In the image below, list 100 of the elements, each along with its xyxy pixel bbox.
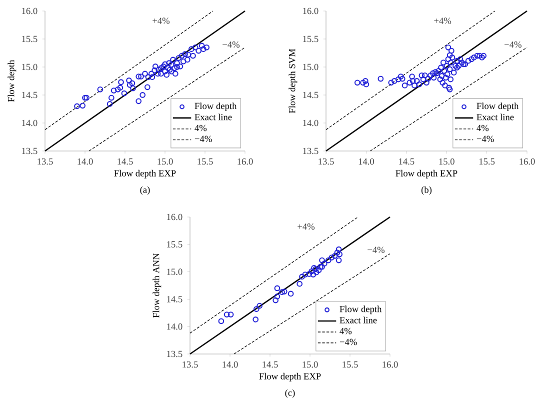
y-axis-title: Flow depth SVM: [288, 48, 298, 114]
legend-label: 4%: [194, 124, 207, 132]
annotation: +4%: [434, 18, 452, 24]
x-axis-title: Flow depth EXP: [114, 170, 176, 178]
x-tick-label: 14.5: [399, 158, 414, 165]
point: [174, 60, 180, 66]
y-tick-label: 15.0: [303, 64, 318, 70]
point: [336, 246, 342, 252]
x-tick-label: 14.0: [358, 158, 374, 165]
y-tick-label: 14.0: [167, 323, 182, 330]
point: [126, 78, 132, 84]
legend-label: −4%: [194, 136, 212, 142]
text: (b): [421, 186, 432, 195]
y-axis-title: Flow depth: [8, 60, 16, 102]
point: [325, 257, 332, 264]
point: [154, 70, 161, 77]
point: [176, 55, 182, 61]
point: [142, 70, 148, 77]
legend-label: Flow depth: [340, 306, 382, 314]
point: [140, 92, 146, 98]
point: [118, 79, 124, 86]
point: [108, 94, 114, 101]
x-tick-label: 14.5: [262, 361, 278, 368]
y-tick-label: 16.0: [22, 8, 38, 14]
y-tick-label: 14.5: [22, 92, 38, 98]
point: [198, 42, 205, 49]
point: [334, 250, 340, 256]
point: [253, 306, 260, 312]
point: [164, 72, 170, 78]
point: [302, 272, 308, 278]
point: [138, 74, 144, 80]
point: [310, 272, 316, 278]
legend-label: Exact line: [194, 114, 232, 120]
x-tick-label: 14.0: [222, 361, 238, 368]
x-tick-label: 15.0: [439, 158, 454, 165]
point: [126, 82, 133, 88]
x-axis-title: Flow depth EXP: [259, 372, 321, 382]
x-tick-label: 14.0: [78, 158, 93, 165]
point: [182, 51, 188, 58]
point: [84, 94, 90, 101]
point: [328, 254, 335, 260]
point: [117, 84, 124, 91]
point: [256, 302, 263, 309]
point: [274, 285, 280, 292]
point: [185, 52, 192, 58]
point: [274, 294, 280, 300]
point: [82, 94, 88, 101]
point: [321, 260, 328, 267]
legend-label: 4%: [476, 124, 489, 132]
point: [178, 52, 185, 59]
legend-label: Exact line: [476, 114, 514, 120]
x-tick-label: 15.5: [479, 158, 495, 165]
point: [306, 271, 312, 277]
point: [224, 312, 230, 318]
point: [80, 102, 86, 109]
point: [174, 64, 180, 70]
x-tick-label: 16.0: [520, 158, 535, 165]
x-tick-label: 13.5: [182, 361, 198, 368]
x-tick-label: 16.0: [382, 361, 398, 368]
legend-label: 4%: [340, 328, 352, 334]
point: [170, 56, 176, 63]
point: [158, 70, 164, 77]
y-tick-label: 14.0: [303, 120, 318, 126]
x-tick-label: 14.5: [118, 158, 133, 165]
point: [196, 48, 202, 54]
point: [272, 297, 279, 304]
point: [97, 86, 104, 92]
x-tick-label: 15.5: [342, 361, 358, 368]
point: [114, 86, 121, 92]
point: [190, 52, 196, 59]
point: [172, 65, 178, 72]
point: [279, 289, 285, 296]
point: [152, 67, 158, 74]
point: [136, 98, 142, 104]
point: [158, 65, 164, 72]
point: [144, 84, 150, 90]
point: [74, 103, 80, 110]
x-tick-label: 16.0: [238, 158, 253, 165]
point: [152, 64, 158, 70]
point: [168, 62, 174, 68]
point: [204, 44, 210, 50]
y-tick-label: 15.0: [22, 64, 38, 70]
point: [281, 288, 288, 294]
point: [136, 74, 142, 80]
point: [162, 61, 168, 68]
point: [149, 74, 156, 80]
x-tick-label: 13.5: [38, 158, 53, 165]
point: [252, 316, 259, 322]
x-axis-title: Flow depth EXP: [396, 170, 458, 178]
y-tick-label: 16.0: [303, 8, 318, 14]
legend-label: Flow depth: [194, 102, 237, 112]
point: [299, 274, 305, 280]
y-tick-label: 15.5: [22, 36, 38, 42]
point: [200, 46, 206, 52]
point: [130, 85, 136, 92]
text: (a): [140, 186, 150, 195]
y-tick-label: 14.5: [167, 296, 182, 302]
x-tick-label: 15.5: [198, 158, 213, 165]
point: [228, 312, 234, 318]
point: [336, 257, 342, 264]
